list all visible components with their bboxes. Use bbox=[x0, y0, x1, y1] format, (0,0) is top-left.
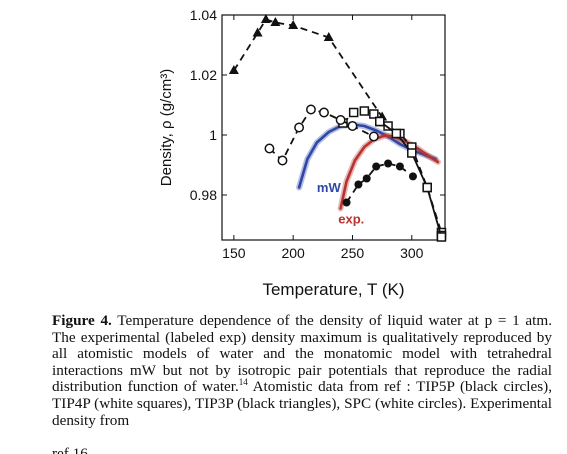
axes bbox=[221, 14, 446, 241]
square-point bbox=[407, 148, 417, 158]
triangle-point bbox=[252, 27, 263, 37]
caption-line-8: ref 16. bbox=[52, 446, 92, 454]
caption-line-2: = 1 atm. The experimental (labeled exp) … bbox=[52, 312, 552, 346]
plot-frame bbox=[221, 14, 446, 241]
series-6-band bbox=[337, 132, 441, 212]
caption-line-7: TIP3P (black triangles), SPC (white circ… bbox=[52, 394, 552, 429]
x-tick-label: 150 bbox=[222, 245, 246, 261]
filled-circle-point bbox=[342, 198, 351, 207]
curve-label: mW bbox=[317, 180, 342, 195]
triangle-point bbox=[323, 32, 334, 41]
triangle-point bbox=[260, 14, 271, 23]
caption-line-4: monatomic model with tetrahedral interac… bbox=[52, 345, 553, 379]
caption-label: Figure 4. bbox=[52, 312, 112, 329]
filled-circle-point bbox=[408, 172, 417, 181]
triangle-point bbox=[228, 65, 239, 74]
triangle-point bbox=[288, 20, 299, 29]
filled-circle-point bbox=[395, 162, 404, 171]
figure-caption: Figure 4. Temperature dependence of the … bbox=[52, 312, 553, 429]
open-circle-point bbox=[335, 115, 346, 125]
y-tick-label: 0.98 bbox=[190, 187, 217, 203]
filled-circle-point bbox=[384, 159, 393, 168]
x-axis-label: Temperature, T (K) bbox=[262, 280, 404, 299]
open-circle-point bbox=[294, 122, 305, 133]
series-6-curve bbox=[339, 134, 440, 210]
data-series bbox=[228, 14, 447, 242]
open-circle-point bbox=[277, 155, 288, 166]
triangle-point bbox=[270, 17, 281, 26]
x-tick-label: 250 bbox=[341, 245, 365, 261]
caption-line-6: Atomistic data from ref : TIP5P (black c… bbox=[52, 378, 552, 412]
caption-reference-mark: 14 bbox=[238, 377, 248, 388]
square-point bbox=[391, 128, 402, 139]
filled-circle-point bbox=[354, 180, 363, 189]
open-circle-point bbox=[347, 121, 358, 131]
caption-cut-line: ref 16. bbox=[52, 446, 552, 454]
square-point bbox=[436, 232, 447, 242]
x-tick-label: 300 bbox=[400, 245, 424, 261]
x-tick-label: 200 bbox=[281, 245, 305, 261]
y-axis-label: Density, ρ (g/cm³) bbox=[158, 69, 175, 186]
square-point bbox=[348, 107, 359, 118]
square-point bbox=[375, 116, 385, 127]
square-point bbox=[369, 109, 379, 119]
filled-circle-point bbox=[372, 162, 381, 171]
curve-label: exp. bbox=[338, 212, 364, 227]
caption-line-1: Temperature dependence of the density of… bbox=[117, 312, 493, 329]
density-figure: 150 200 250 300 0.98 1 1.02 1.04 Temperature, T … bbox=[158, 7, 447, 299]
open-circle-point bbox=[368, 131, 379, 142]
square-point bbox=[422, 182, 432, 193]
open-circle-point bbox=[264, 143, 275, 154]
chart-labels: 150 200 250 300 0.98 1 1.02 1.04 Temperature, T … bbox=[158, 7, 424, 299]
filled-circle-point bbox=[362, 174, 371, 183]
open-circle-point bbox=[319, 107, 329, 118]
open-circle-point bbox=[306, 104, 316, 115]
caption-line-3: qualitatively reproduced by all atomisti… bbox=[52, 328, 552, 363]
y-tick-label: 1 bbox=[209, 127, 217, 143]
y-tick-label: 1.02 bbox=[190, 67, 217, 83]
caption-line-5: pair potentials that reproduce the radia… bbox=[52, 361, 553, 396]
square-point bbox=[359, 106, 370, 116]
y-tick-label: 1.04 bbox=[190, 7, 217, 23]
